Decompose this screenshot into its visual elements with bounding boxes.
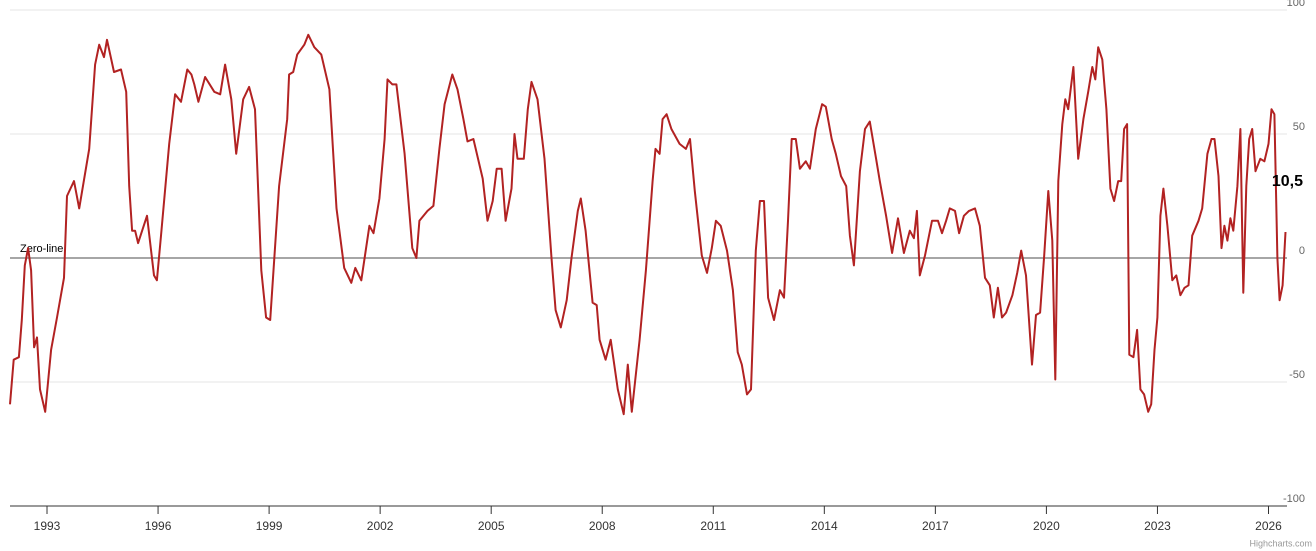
x-tick-label: 2017 (922, 519, 949, 533)
x-tick-label: 1993 (34, 519, 61, 533)
x-tick-label: 2023 (1144, 519, 1171, 533)
x-tick-label: 2008 (589, 519, 616, 533)
x-tick-label: 1999 (256, 519, 283, 533)
last-value-label: 10,5 (1272, 173, 1303, 190)
x-tick-label: 2011 (700, 519, 726, 533)
y-tick-label: -100 (1283, 493, 1305, 505)
x-tick-label: 2002 (367, 519, 394, 533)
credits: Highcharts.com (1249, 538, 1312, 548)
x-tick-label: 2026 (1255, 519, 1282, 533)
x-tick-label: 1996 (145, 519, 172, 533)
y-tick-label: 100 (1287, 0, 1305, 9)
x-tick-label: 2014 (811, 519, 838, 533)
x-tick-label: 2005 (478, 519, 505, 533)
data-line (9, 33, 1287, 416)
zero-line-label: Zero-line (20, 243, 63, 255)
x-tick-label: 2020 (1033, 519, 1060, 533)
y-tick-label: 0 (1299, 245, 1305, 257)
y-tick-label: -50 (1289, 369, 1305, 381)
y-tick-label: 50 (1293, 121, 1305, 133)
